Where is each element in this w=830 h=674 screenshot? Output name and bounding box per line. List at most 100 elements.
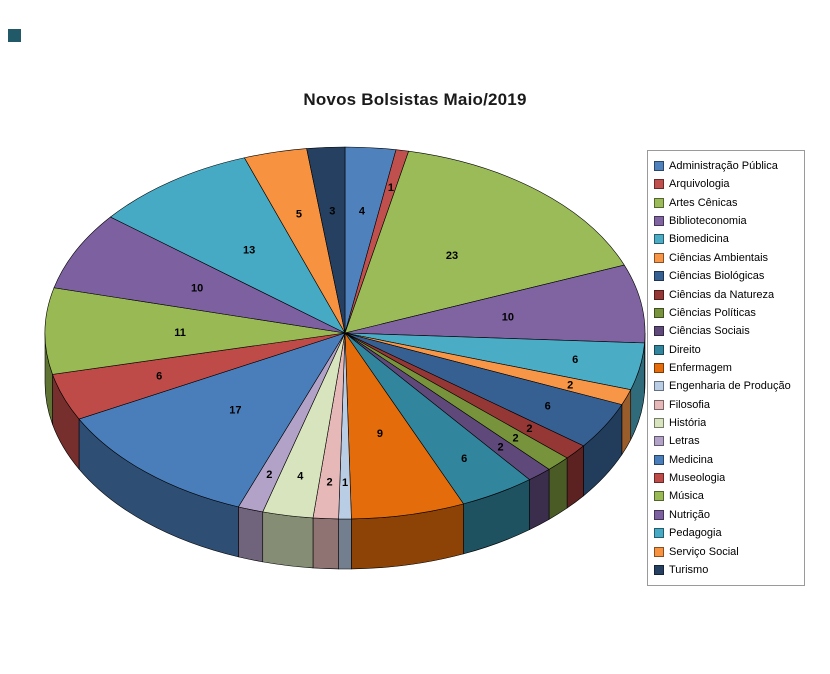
- slice-value-label-15: 2: [266, 469, 272, 481]
- legend-item-19[interactable]: Nutrição: [654, 507, 798, 523]
- legend-label: Arquivologia: [669, 178, 730, 191]
- legend-label: História: [669, 417, 707, 430]
- legend-item-6[interactable]: Ciências Biológicas: [654, 268, 798, 284]
- legend-item-2[interactable]: Artes Cênicas: [654, 195, 798, 211]
- legend-item-10[interactable]: Direito: [654, 342, 798, 358]
- slice-value-label-0: 4: [359, 206, 366, 218]
- slice-value-label-13: 2: [327, 476, 333, 488]
- legend-item-14[interactable]: História: [654, 415, 798, 431]
- pie-slice-side-15: [238, 506, 264, 563]
- slice-value-label-8: 2: [513, 433, 519, 445]
- legend-label: Enfermagem: [669, 361, 732, 374]
- legend-label: Engenharia de Produção: [669, 380, 791, 393]
- legend-label: Serviço Social: [669, 545, 739, 558]
- pie-slice-19[interactable]: Nutrição: 10: [53, 216, 346, 334]
- legend-label: Nutrição: [669, 508, 710, 521]
- legend-item-15[interactable]: Letras: [654, 433, 798, 449]
- legend-swatch-icon: [654, 197, 664, 208]
- legend-swatch-icon: [654, 161, 664, 171]
- legend-label: Artes Cênicas: [669, 196, 738, 209]
- legend-label: Direito: [669, 343, 701, 356]
- legend-label: Administração Pública: [669, 160, 778, 172]
- slice-value-label-14: 4: [297, 470, 304, 482]
- legend-swatch-icon: [654, 179, 664, 190]
- legend-swatch-icon: [654, 564, 664, 575]
- legend-item-18[interactable]: Música: [654, 488, 798, 504]
- legend-label: Música: [669, 490, 704, 503]
- slice-value-label-3: 10: [502, 312, 514, 324]
- legend-swatch-icon: [654, 418, 664, 429]
- legend-swatch-icon: [654, 252, 664, 263]
- slice-value-label-18: 11: [174, 327, 186, 339]
- legend-swatch-icon: [654, 289, 664, 300]
- legend-label: Ciências Sociais: [669, 325, 750, 338]
- legend-swatch-icon: [654, 362, 664, 373]
- legend-item-0[interactable]: Administração Pública: [654, 158, 798, 174]
- slice-value-label-4: 6: [572, 354, 578, 366]
- legend-item-7[interactable]: Ciências da Natureza: [654, 287, 798, 303]
- pie-slice-16[interactable]: Medicina: 17: [78, 332, 346, 508]
- legend-swatch-icon: [654, 528, 664, 539]
- legend-swatch-icon: [654, 473, 664, 484]
- legend-label: Turismo: [669, 563, 709, 576]
- pie-slice-side-14: [262, 511, 314, 569]
- legend: Administração Pública Arquivologia Artes C…: [647, 150, 805, 586]
- legend-label: Biblioteconomia: [669, 215, 747, 228]
- slice-value-label-17: 6: [156, 370, 162, 382]
- pie-slice-22[interactable]: Turismo: 3: [306, 146, 346, 334]
- legend-item-11[interactable]: Enfermagem: [654, 360, 798, 376]
- slice-value-label-21: 5: [296, 209, 302, 221]
- legend-label: Filosofia: [669, 398, 710, 411]
- slice-value-label-22: 3: [329, 205, 335, 217]
- legend-item-22[interactable]: Turismo: [654, 562, 798, 578]
- legend-label: Ciências Ambientais: [669, 251, 769, 264]
- slice-value-label-7: 2: [526, 423, 532, 435]
- legend-swatch-icon: [654, 344, 664, 355]
- pie-slice-2[interactable]: Artes Cênicas: 23: [344, 150, 625, 334]
- legend-swatch-icon: [654, 234, 664, 245]
- slice-value-label-11: 9: [377, 428, 383, 440]
- legend-item-17[interactable]: Museologia: [654, 470, 798, 486]
- legend-label: Pedagogia: [669, 527, 722, 540]
- pie-slice-side-13: [312, 517, 339, 570]
- legend-item-21[interactable]: Serviço Social: [654, 544, 798, 560]
- slice-value-label-19: 10: [191, 283, 203, 295]
- legend-label: Ciências Políticas: [669, 306, 756, 319]
- legend-swatch-icon: [654, 271, 664, 282]
- legend-label: Museologia: [669, 472, 726, 485]
- legend-swatch-icon: [654, 436, 664, 447]
- slice-value-label-20: 13: [243, 245, 255, 257]
- legend-swatch-icon: [654, 399, 664, 410]
- legend-item-12[interactable]: Engenharia de Produção: [654, 378, 798, 394]
- legend-label: Ciências da Natureza: [669, 288, 775, 301]
- legend-item-3[interactable]: Biblioteconomia: [654, 213, 798, 229]
- pie-slice-18[interactable]: Música: 11: [44, 287, 346, 375]
- legend-swatch-icon: [654, 307, 664, 318]
- legend-swatch-icon: [654, 381, 664, 392]
- pie-slice-3[interactable]: Biblioteconomia: 10: [344, 264, 646, 344]
- legend-swatch-icon: [654, 454, 664, 465]
- legend-label: Ciências Biológicas: [669, 270, 765, 283]
- legend-swatch-icon: [654, 216, 664, 227]
- slice-value-label-5: 2: [567, 379, 573, 391]
- legend-item-13[interactable]: Filosofia: [654, 397, 798, 413]
- pie-slice-20[interactable]: Pedagogia: 13: [109, 157, 346, 334]
- slice-value-label-2: 23: [446, 250, 458, 262]
- chart-title: Novos Bolsistas Maio/2019: [303, 90, 527, 109]
- legend-label: Medicina: [669, 453, 714, 466]
- legend-item-5[interactable]: Ciências Ambientais: [654, 250, 798, 266]
- slice-value-label-16: 17: [229, 404, 241, 416]
- legend-item-8[interactable]: Ciências Políticas: [654, 305, 798, 321]
- slice-value-label-9: 2: [498, 441, 504, 453]
- slice-value-label-6: 6: [545, 401, 551, 413]
- legend-item-20[interactable]: Pedagogia: [654, 525, 798, 541]
- slice-value-label-1: 1: [388, 182, 394, 194]
- legend-item-9[interactable]: Ciências Sociais: [654, 323, 798, 339]
- legend-swatch-icon: [654, 326, 664, 337]
- legend-item-16[interactable]: Medicina: [654, 452, 798, 468]
- legend-item-1[interactable]: Arquivologia: [654, 176, 798, 192]
- pie-slice-side-12: [338, 518, 352, 570]
- legend-item-4[interactable]: Biomedicina: [654, 231, 798, 247]
